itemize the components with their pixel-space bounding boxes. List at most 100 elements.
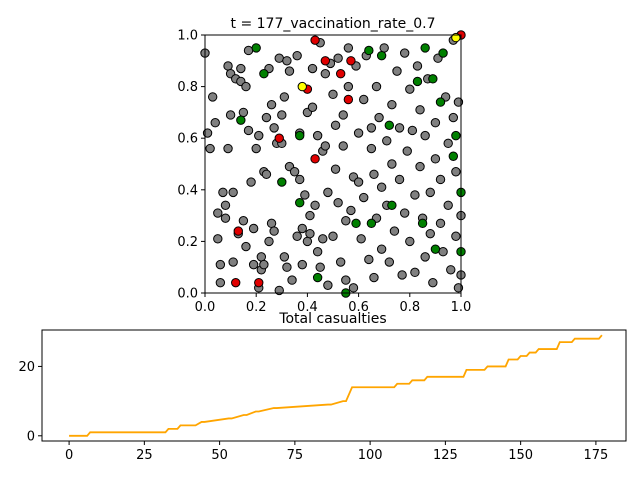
scatter-point-grey-73: [312, 130, 323, 141]
scatter-point-grey-141: [420, 130, 430, 141]
scatter-point-red-0: [231, 277, 241, 288]
scatter-point-grey-144: [425, 228, 435, 239]
scatter-point-grey-9: [218, 187, 228, 198]
scatter-point-grey-67: [302, 236, 313, 247]
scatter-point-grey-75: [315, 262, 325, 272]
scatter-point-grey-123: [389, 226, 400, 236]
scatter-point-grey-13: [223, 61, 233, 71]
scatter-point-grey-138: [415, 161, 425, 172]
scatter-y-tick-label: 0.6: [177, 132, 198, 147]
scatter-point-grey-42: [266, 99, 277, 110]
scatter-point-grey-29: [248, 223, 259, 234]
scatter-point-green-4: [295, 130, 305, 141]
scatter-point-grey-32: [254, 130, 264, 141]
scatter-point-grey-128: [399, 48, 410, 58]
scatter-point-red-5: [310, 154, 320, 164]
scatter-point-grey-92: [338, 141, 348, 151]
scatter-point-grey-24: [241, 241, 251, 252]
scatter-point-green-3: [277, 177, 287, 187]
scatter-point-grey-151: [438, 247, 448, 257]
scatter-point-grey-155: [446, 265, 456, 275]
scatter-point-grey-120: [384, 257, 395, 267]
scatter-point-grey-130: [402, 146, 412, 156]
scatter-point-grey-143: [425, 187, 435, 198]
line-y-tick-label: 20: [18, 360, 35, 375]
scatter-point-grey-45: [269, 226, 279, 236]
line-x-tick-label: 125: [433, 448, 458, 463]
line-y-tick-label: 0: [27, 429, 35, 444]
line-chart: Total casualties 0 25 50 75 100 125 150 175 0 20: [18, 311, 627, 463]
scatter-point-grey-80: [320, 69, 331, 79]
line-title: Total casualties: [278, 311, 386, 327]
scatter-point-grey-55: [284, 66, 295, 76]
scatter-point-grey-125: [394, 123, 405, 133]
scatter-point-grey-28: [246, 177, 256, 187]
scatter-point-grey-90: [335, 257, 346, 267]
scatter-point-grey-127: [397, 270, 407, 280]
scatter-point-grey-96: [343, 43, 354, 53]
scatter-point-grey-16: [228, 187, 238, 198]
scatter-x-axis: 0.0 0.2 0.4 0.6 0.8 1.0: [195, 293, 472, 315]
scatter-point-grey-131: [405, 84, 415, 94]
scatter-point-grey-38: [261, 112, 272, 123]
scatter-point-grey-15: [225, 110, 236, 120]
scatter-point-grey-86: [330, 120, 341, 131]
scatter-point-grey-154: [443, 200, 453, 210]
scatter-y-axis: 0.0 0.2 0.4 0.6 0.8 1.0: [177, 29, 205, 302]
scatter-point-grey-91: [338, 110, 348, 120]
scatter-point-grey-60: [292, 50, 302, 61]
scatter-point-grey-114: [374, 112, 384, 123]
scatter-point-grey-99: [348, 283, 359, 293]
scatter-point-grey-134: [410, 190, 420, 200]
scatter-point-grey-79: [320, 141, 331, 151]
scatter-point-grey-37: [259, 259, 269, 270]
scatter-point-grey-112: [371, 81, 382, 92]
scatter-point-grey-51: [279, 92, 290, 102]
scatter-point-green-16: [420, 43, 430, 53]
scatter-point-grey-41: [264, 236, 274, 247]
scatter-point-green-15: [417, 218, 428, 229]
scatter-point-green-6: [312, 272, 323, 283]
scatter-point-green-13: [387, 200, 397, 210]
scatter-point-grey-11: [220, 200, 231, 210]
scatter-point-grey-149: [435, 174, 446, 185]
scatter-point-green-9: [364, 45, 374, 56]
scatter-point-grey-39: [261, 169, 272, 180]
line-x-tick-label: 100: [358, 448, 383, 463]
scatter-point-grey-62: [295, 174, 305, 185]
scatter-x-tick-label: 0.6: [348, 300, 369, 315]
line-x-tick-label: 175: [583, 448, 608, 463]
scatter-point-grey-117: [379, 43, 389, 53]
scatter-point-green-14: [412, 76, 423, 87]
scatter-point-grey-93: [341, 216, 351, 226]
scatter-point-grey-103: [356, 234, 366, 244]
scatter-point-grey-145: [428, 277, 438, 288]
scatter-title: t = 177_vaccination_rate_0.7: [231, 16, 436, 32]
scatter-point-grey-72: [310, 200, 320, 210]
scatter-point-grey-146: [430, 118, 441, 128]
scatter-point-grey-20: [236, 63, 246, 74]
scatter-point-green-10: [366, 218, 377, 229]
scatter-point-green-0: [236, 115, 246, 125]
scatter-point-grey-81: [323, 187, 333, 198]
scatter-point-grey-110: [369, 169, 379, 180]
scatter-point-grey-12: [223, 143, 233, 154]
scatter-point-grey-122: [387, 159, 397, 169]
scatter-point-grey-27: [243, 125, 254, 136]
line-axes-frame: [41, 329, 627, 442]
scatter-point-grey-135: [410, 267, 420, 278]
scatter-point-grey-17: [228, 257, 238, 267]
scatter-point-green-19: [435, 97, 446, 107]
scatter-point-grey-132: [405, 236, 415, 247]
scatter-x-tick-label: 1.0: [451, 300, 472, 315]
scatter-point-grey-49: [277, 110, 287, 120]
line-x-tick-label: 25: [136, 448, 153, 463]
scatter-point-grey-78: [318, 234, 328, 244]
scatter-point-grey-7: [215, 277, 226, 288]
scatter-point-grey-2: [205, 143, 215, 154]
line-y-axis: 0 20: [18, 360, 42, 444]
scatter-x-tick-label: 0.0: [195, 300, 216, 315]
line-x-axis: 0 25 50 75 100 125 150 175: [65, 441, 608, 463]
scatter-point-grey-115: [376, 182, 387, 192]
